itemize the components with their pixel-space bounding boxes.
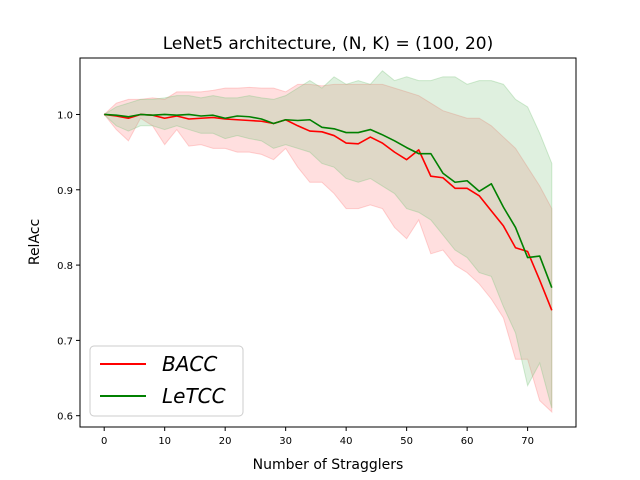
y-tick-label: 0.6 — [57, 412, 73, 423]
x-tick-label: 60 — [461, 436, 474, 447]
x-tick-label: 30 — [279, 436, 292, 447]
x-tick-label: 20 — [219, 436, 232, 447]
y-tick-label: 1.0 — [57, 110, 73, 121]
x-tick-label: 70 — [521, 436, 534, 447]
x-tick-label: 50 — [400, 436, 413, 447]
x-axis-ticks: 0 10 20 30 40 50 60 70 — [101, 427, 534, 447]
legend-label-letcc: LeTCC — [162, 384, 226, 408]
y-axis-label: RelAcc — [27, 219, 43, 265]
chart-title: LeNet5 architecture, (N, K) = (100, 20) — [163, 34, 494, 54]
y-tick-label: 0.7 — [57, 336, 73, 347]
y-axis-ticks: 0.6 0.7 0.8 0.9 1.0 — [57, 110, 80, 423]
y-tick-label: 0.9 — [57, 186, 73, 197]
series-lines — [104, 113, 553, 311]
y-tick-label: 0.8 — [57, 261, 73, 272]
series-line-bacc — [104, 113, 553, 311]
x-axis-label: Number of Stragglers — [253, 457, 404, 473]
plot-frame — [79, 57, 577, 428]
x-tick-label: 40 — [340, 436, 353, 447]
x-tick-label: 10 — [158, 436, 171, 447]
legend: BACC LeTCC — [89, 345, 244, 417]
legend-label-bacc: BACC — [162, 352, 217, 376]
series-line-letcc — [104, 113, 553, 288]
x-tick-label: 0 — [101, 436, 107, 447]
